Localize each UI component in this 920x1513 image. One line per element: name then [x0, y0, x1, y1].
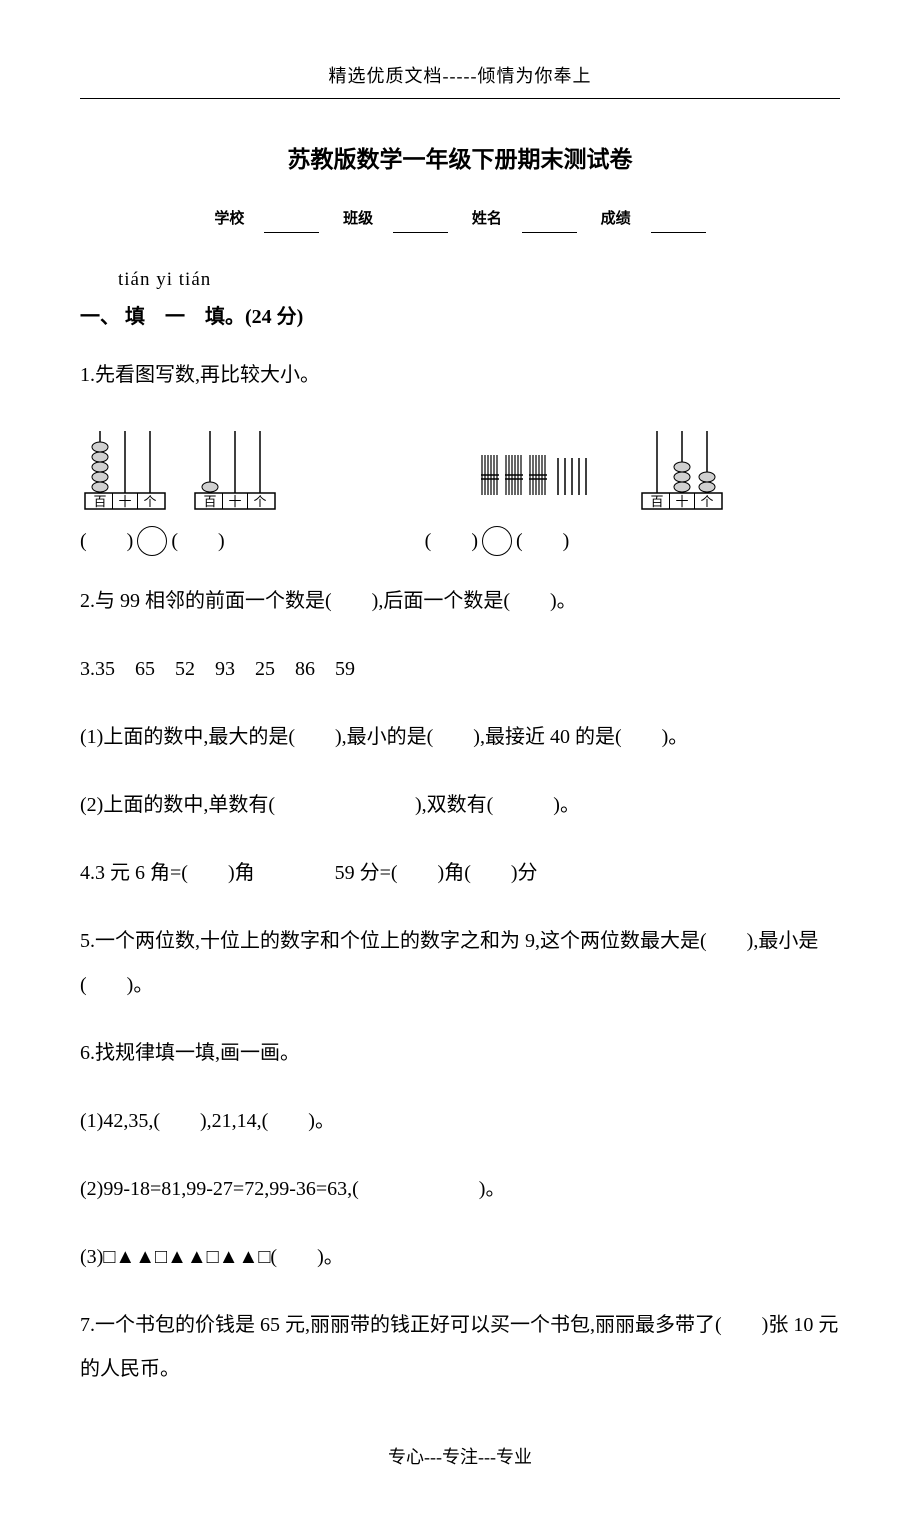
question-2: 2.与 99 相邻的前面一个数是( ),后面一个数是( )。 — [80, 579, 840, 623]
q1-left-blank-2[interactable]: ( ) — [171, 523, 224, 559]
abacus-3: 百十个 — [637, 421, 727, 511]
question-6-part2: (2)99-18=81,99-27=72,99-36=63,( )。 — [80, 1167, 840, 1211]
question-3-part1: (1)上面的数中,最大的是( ),最小的是( ),最接近 40 的是( )。 — [80, 715, 840, 759]
question-6-part3: (3)□▲▲□▲▲□▲▲□( )。 — [80, 1235, 840, 1279]
school-blank[interactable] — [264, 232, 319, 233]
q1-left-blank-1[interactable]: ( ) — [80, 523, 133, 559]
svg-text:个: 个 — [253, 494, 266, 509]
stick-bundles — [480, 450, 597, 511]
svg-text:百: 百 — [203, 494, 216, 509]
svg-text:十: 十 — [118, 494, 131, 509]
svg-text:十: 十 — [228, 494, 241, 509]
question-6-head: 6.找规律填一填,画一画。 — [80, 1031, 840, 1075]
svg-text:百: 百 — [650, 494, 663, 509]
svg-text:十: 十 — [675, 494, 688, 509]
q1-right-blank-2[interactable]: ( ) — [516, 523, 569, 559]
exam-title: 苏教版数学一年级下册期末测试卷 — [80, 139, 840, 180]
student-info-row: 学校 班级 姓名 成绩 — [80, 206, 840, 233]
compare-circle-2[interactable] — [482, 526, 512, 556]
page-header: 精选优质文档-----倾情为你奉上 — [80, 60, 840, 92]
abacus-figures-row: 百十个 百十个 百十个 — [80, 421, 840, 511]
name-label: 姓名 — [472, 211, 502, 227]
question-1-text: 1.先看图写数,再比较大小。 — [80, 353, 840, 397]
svg-text:百: 百 — [93, 494, 106, 509]
page-footer: 专心---专注---专业 — [80, 1441, 840, 1473]
q1-answer-row: ( ) ( ) ( ) ( ) — [80, 523, 840, 559]
question-7: 7.一个书包的价钱是 65 元,丽丽带的钱正好可以买一个书包,丽丽最多带了( )… — [80, 1303, 840, 1391]
abacus-1: 百十个 — [80, 421, 170, 511]
question-3-numbers: 3.35 65 52 93 25 86 59 — [80, 647, 840, 691]
q1-right-blank-1[interactable]: ( ) — [425, 523, 478, 559]
compare-circle-1[interactable] — [137, 526, 167, 556]
question-4: 4.3 元 6 角=( )角 59 分=( )角( )分 — [80, 851, 840, 895]
name-blank[interactable] — [522, 232, 577, 233]
score-label: 成绩 — [601, 211, 631, 227]
question-6-part1: (1)42,35,( ),21,14,( )。 — [80, 1099, 840, 1143]
school-label: 学校 — [214, 211, 244, 227]
pinyin-annotation: tián yi tián — [118, 263, 840, 297]
class-blank[interactable] — [393, 232, 448, 233]
class-label: 班级 — [343, 211, 373, 227]
question-3-part2: (2)上面的数中,单数有( ),双数有( )。 — [80, 783, 840, 827]
section-1-heading: 一、 填 一 填。(24 分) — [80, 299, 840, 335]
svg-text:个: 个 — [700, 494, 713, 509]
score-blank[interactable] — [651, 232, 706, 233]
abacus-2: 百十个 — [190, 421, 280, 511]
svg-text:个: 个 — [143, 494, 156, 509]
question-5: 5.一个两位数,十位上的数字和个位上的数字之和为 9,这个两位数最大是( ),最… — [80, 919, 840, 1007]
header-rule — [80, 98, 840, 99]
